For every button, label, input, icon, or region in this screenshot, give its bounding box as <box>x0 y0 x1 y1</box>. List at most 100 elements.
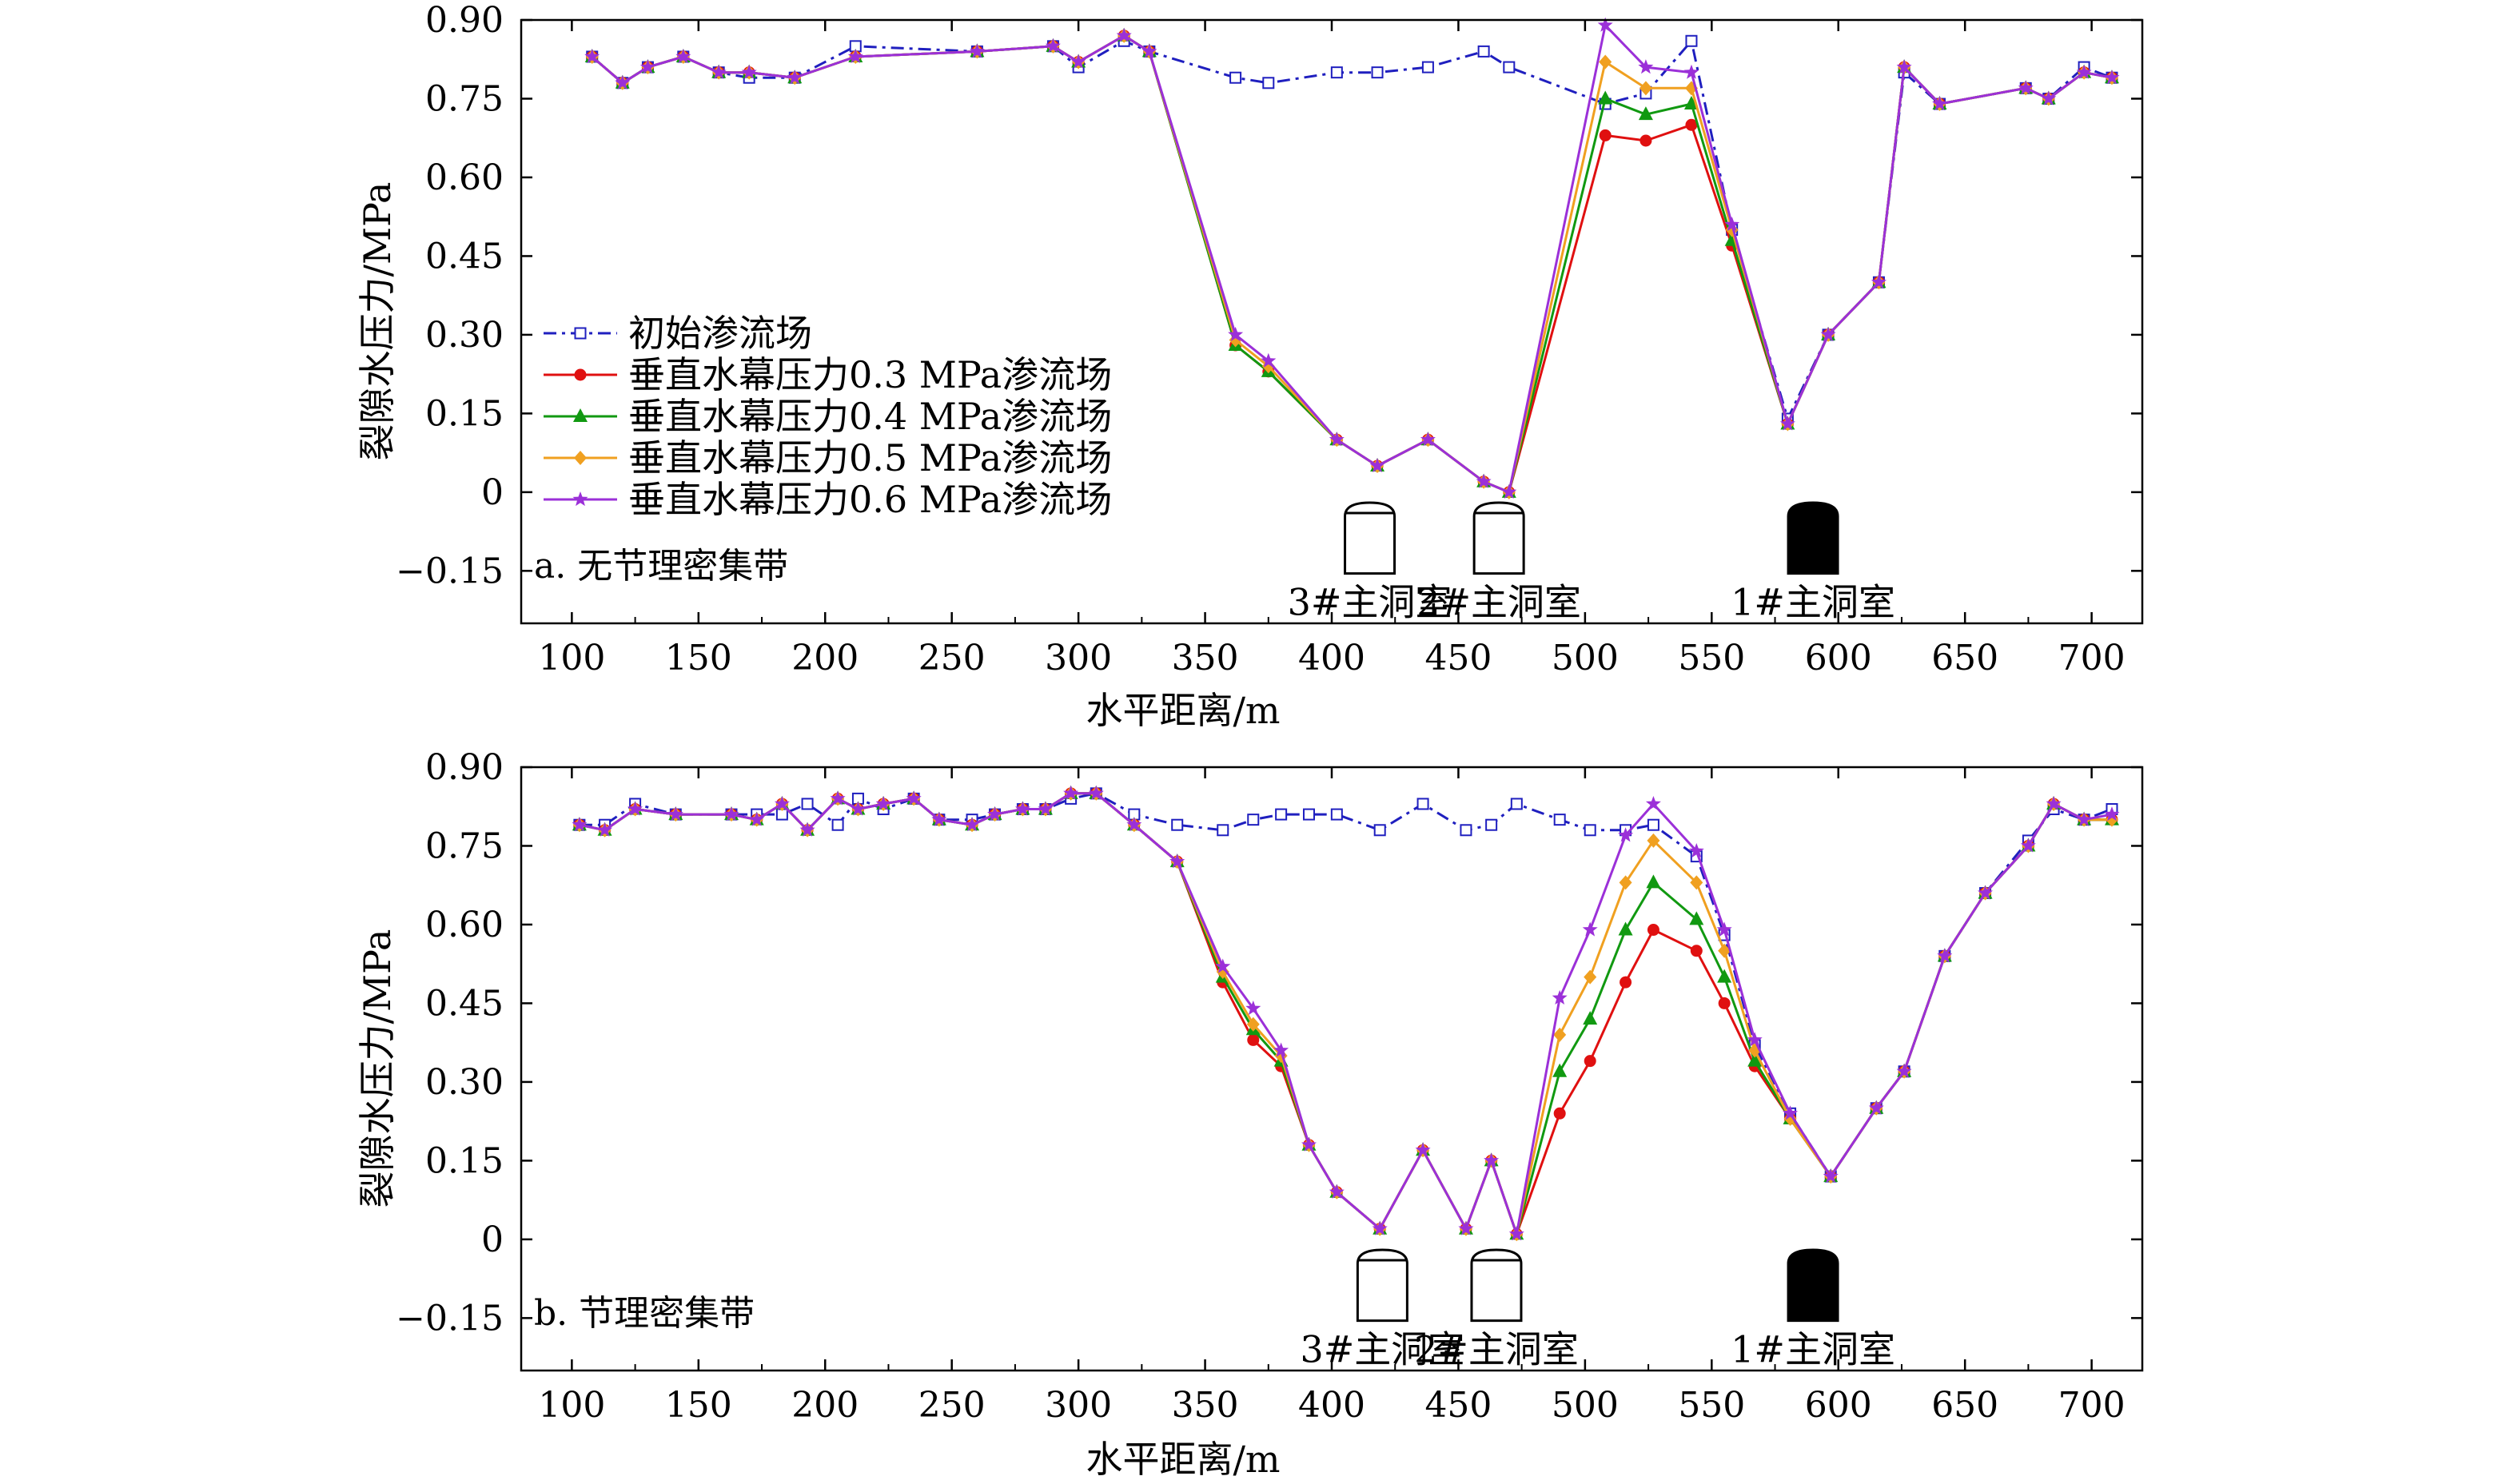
panel-b-point-p06 <box>1508 1226 1524 1241</box>
panel-a-point-p06 <box>1501 483 1517 499</box>
panel-b-y-tick-label: 0.90 <box>425 747 504 788</box>
panel-a-point-p06 <box>1070 54 1086 69</box>
panel-b-point-p06 <box>723 806 739 822</box>
panel-b-point-p06 <box>1126 817 1142 832</box>
panel-a-point-p06 <box>1116 27 1132 42</box>
panel-b-point-p06 <box>1458 1220 1474 1235</box>
panel-b-point-p06 <box>1484 1152 1500 1168</box>
panel-a-cavern-1: 2#主洞室 <box>1416 501 1581 624</box>
panel-b-point-initial <box>1217 824 1229 837</box>
panel-b-x-tick-label: 650 <box>1931 1385 1998 1426</box>
panel-a-x-axis-title: 水平距离/m <box>1086 689 1280 732</box>
panel-a-y-tick-label: 0.60 <box>425 157 504 198</box>
panel-b-series-line-p03 <box>579 792 2112 1235</box>
panel-b-x-tick-label: 250 <box>918 1385 986 1426</box>
panel-b-point-p06 <box>1618 827 1634 842</box>
panel-b-series-p05 <box>572 786 2118 1242</box>
panel-b-point-initial <box>1510 798 1523 810</box>
legend-marker <box>574 451 587 465</box>
panel-b-y-tick-label: 0.60 <box>425 905 504 945</box>
legend-marker <box>572 491 588 507</box>
panel-b-point-p05 <box>1584 969 1597 985</box>
panel-b-y-tick-label: 0.75 <box>425 826 504 866</box>
panel-a-x-tick-label: 550 <box>1678 638 1745 678</box>
panel-b-point-initial <box>1275 808 1288 821</box>
panel-b-point-p06 <box>1215 958 1231 973</box>
panel-a-point-p04 <box>1683 96 1699 110</box>
panel-b-point-initial <box>1485 818 1498 831</box>
panel-a-point-p06 <box>2018 80 2034 95</box>
panel-b-point-p04 <box>1583 1011 1598 1025</box>
panel-b-cavern-label: 1#主洞室 <box>1731 1328 1895 1371</box>
panel-a-point-p06 <box>847 49 863 63</box>
panel-b-point-p06 <box>1169 853 1185 869</box>
panel-a-point-p06 <box>1597 17 1613 32</box>
panel-a-x-tick-label: 500 <box>1552 638 1619 678</box>
panel-b-cavern-1: 2#主洞室 <box>1414 1248 1579 1371</box>
panel-a-point-p03 <box>1685 118 1698 131</box>
panel-b-point-p03 <box>1718 997 1731 1009</box>
panel-b-point-p06 <box>906 790 922 806</box>
panel-b-point-p06 <box>1582 921 1598 937</box>
panel-b-series-line-p05 <box>579 792 2112 1235</box>
panel-b-point-p06 <box>1014 801 1030 816</box>
panel-b-cavern-shape <box>1787 1248 1839 1323</box>
panel-b-x-tick-label: 350 <box>1172 1385 1239 1426</box>
panel-b-point-p06 <box>597 822 613 837</box>
panel-a-label: a. 无节理密集带 <box>534 546 788 587</box>
panel-b-point-p05 <box>2105 812 2118 827</box>
legend-entry-initial: 初始渗流场 <box>544 312 812 355</box>
panel-b-point-p06 <box>1088 785 1104 800</box>
panel-a-point-initial <box>1503 61 1516 74</box>
panel-a-y-tick-label: −0.15 <box>396 551 504 591</box>
panel-b-x-tick-label: 300 <box>1045 1385 1112 1426</box>
panel-b-point-p03 <box>1584 1055 1596 1068</box>
panel-b-cavern-label: 3#主洞室 <box>1300 1328 1464 1371</box>
panel-b-point-p06 <box>987 806 1003 822</box>
panel-a-cavern-2: 1#主洞室 <box>1731 501 1895 624</box>
panel-b-x-tick-label: 700 <box>2058 1385 2126 1426</box>
panel-b-point-p06 <box>1301 1136 1317 1152</box>
panel-a-x-tick-label: 250 <box>918 638 986 678</box>
panel-a-point-p06 <box>1820 326 1836 341</box>
panel-b-y-tick-label: 0 <box>481 1219 504 1260</box>
panel-a-point-p06 <box>1779 416 1795 431</box>
panel-b-point-p03 <box>1647 924 1659 937</box>
panel-b-point-p04 <box>1717 969 1732 983</box>
panel-b-point-p06 <box>749 811 765 826</box>
panel-b-point-p06 <box>1063 785 1079 800</box>
panel-b-point-p06 <box>774 796 790 810</box>
panel-a-point-p06 <box>1932 96 1947 111</box>
panel-b-point-p06 <box>964 817 980 832</box>
legend-entry-p05: 垂直水幕压力0.5 MPa渗流场 <box>544 436 1112 479</box>
panel-a-point-p05 <box>1599 54 1612 70</box>
panel-b-point-p05 <box>1718 943 1731 958</box>
legend-marker <box>573 408 588 422</box>
panel-a-point-p06 <box>1896 59 1912 74</box>
panel-a-point-initial <box>1371 66 1384 79</box>
panel-b-series-p06 <box>572 785 2120 1241</box>
panel-b-series-line-initial <box>579 792 2113 1178</box>
panel-a-x-tick-label: 150 <box>665 638 732 678</box>
panel-b-point-initial <box>1171 818 1184 831</box>
panel-b-x-tick-label: 450 <box>1424 1385 1492 1426</box>
panel-b-x-tick-label: 200 <box>791 1385 859 1426</box>
panel-a-x-tick-label: 600 <box>1805 638 1872 678</box>
panel-a-point-p06 <box>584 49 600 63</box>
panel-b-point-p06 <box>1978 885 1993 900</box>
panel-b-cavern-0: 3#主洞室 <box>1300 1248 1464 1371</box>
panel-b-point-p03 <box>1620 976 1632 989</box>
panel-b-point-p04 <box>1618 921 1633 936</box>
panel-a-point-p06 <box>787 70 803 85</box>
panel-b-point-p03 <box>1247 1033 1260 1046</box>
panel-b-series-initial <box>573 787 2118 1183</box>
panel-a-y-tick-label: 0.45 <box>425 236 504 277</box>
panel-b-point-p06 <box>572 817 588 832</box>
panel-b-point-p06 <box>2104 806 2120 822</box>
panel-a-point-p06 <box>1638 59 1654 74</box>
panel-b-point-p06 <box>1783 1105 1799 1120</box>
panel-a-point-initial <box>1477 45 1490 58</box>
panel-a-point-p06 <box>1476 473 1492 488</box>
